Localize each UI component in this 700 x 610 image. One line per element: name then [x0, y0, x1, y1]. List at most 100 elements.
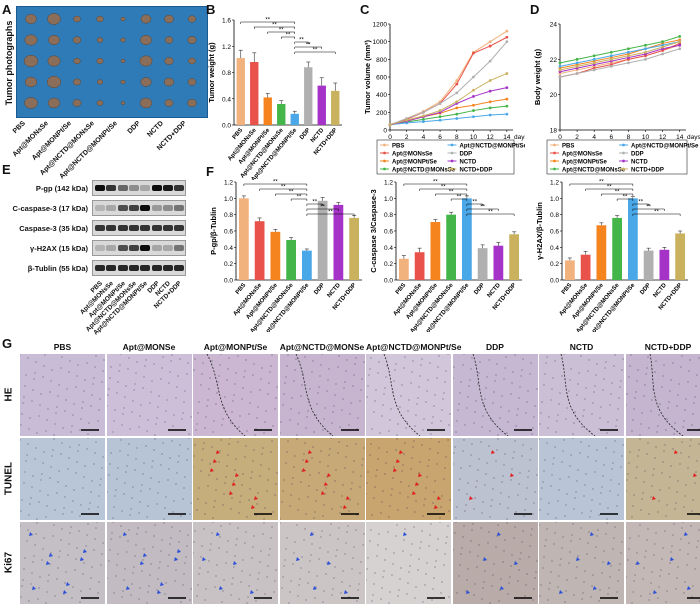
legend-entry: PBS	[392, 143, 404, 149]
tissue-speckle	[644, 373, 647, 375]
tissue-speckle	[533, 577, 536, 579]
apoptosis-marker	[229, 491, 233, 495]
tissue-speckle	[222, 590, 224, 592]
tissue-speckle	[204, 513, 206, 515]
tissue-speckle	[439, 522, 441, 523]
tissue-speckle	[333, 566, 336, 568]
sig-label: **	[488, 210, 493, 216]
tissue-speckle	[50, 380, 52, 382]
tissue-speckle	[469, 454, 472, 456]
tissue-speckle	[107, 388, 110, 390]
tissue-speckle	[614, 354, 616, 356]
tissue-speckle	[228, 357, 230, 359]
tissue-speckle	[368, 374, 370, 376]
tissue-speckle	[263, 522, 265, 524]
tissue-speckle	[476, 383, 479, 385]
tissue-speckle	[31, 400, 33, 402]
tissue-speckle	[566, 579, 568, 581]
tissue-speckle	[532, 502, 535, 504]
tissue-speckle	[542, 481, 544, 483]
blot-band	[117, 265, 128, 271]
tissue-speckle	[642, 395, 645, 397]
tissue-speckle	[612, 548, 614, 550]
tissue-speckle	[639, 595, 642, 597]
tissue-speckle	[607, 507, 609, 509]
y-tick-label: 0.0	[550, 278, 559, 285]
tissue-speckle	[50, 552, 52, 554]
tissue-speckle	[108, 377, 111, 379]
tissue-speckle	[644, 550, 647, 552]
tissue-speckle	[682, 420, 685, 422]
tissue-speckle	[27, 357, 29, 359]
tissue-speckle	[371, 514, 373, 516]
tissue-speckle	[318, 547, 321, 549]
tissue-speckle	[21, 499, 23, 501]
tissue-speckle	[481, 415, 484, 417]
data-point	[609, 57, 613, 61]
tissue-speckle	[126, 368, 129, 370]
tissue-speckle	[122, 407, 125, 409]
tissue-speckle	[146, 505, 149, 507]
tissue-speckle	[356, 503, 359, 505]
tissue-speckle	[428, 545, 430, 547]
tissue-speckle	[695, 460, 698, 462]
tissue-speckle	[437, 538, 439, 540]
series-line	[559, 39, 680, 69]
tissue-speckle	[400, 567, 402, 569]
tissue-speckle	[30, 583, 32, 585]
tissue-speckle	[241, 398, 243, 400]
tissue-speckle	[301, 459, 304, 461]
tissue-speckle	[344, 370, 347, 372]
tissue-speckle	[544, 373, 546, 375]
tissue-speckle	[303, 442, 306, 444]
tissue-speckle	[289, 494, 292, 496]
tissue-speckle	[595, 460, 597, 462]
tissue-speckle	[393, 466, 395, 468]
tissue-speckle	[592, 574, 594, 576]
tissue-speckle	[267, 565, 269, 567]
tissue-speckle	[57, 481, 59, 483]
tissue-speckle	[396, 438, 398, 440]
tissue-speckle	[418, 558, 420, 560]
proliferation-marker	[159, 582, 164, 586]
data-point	[627, 61, 630, 65]
tissue-speckle	[292, 466, 295, 468]
tissue-speckle	[213, 506, 215, 508]
tissue-speckle	[77, 364, 79, 366]
tissue-speckle	[675, 405, 678, 407]
apoptosis-marker	[692, 473, 697, 477]
apoptosis-marker	[320, 491, 325, 495]
tissue-speckle	[457, 489, 460, 491]
tissue-speckle	[251, 557, 253, 559]
tissue-speckle	[433, 405, 435, 407]
tissue-speckle	[157, 395, 160, 397]
tissue-speckle	[289, 580, 292, 582]
tissue-speckle	[107, 560, 110, 562]
tissue-speckle	[79, 601, 81, 603]
tissue-speckle	[261, 367, 263, 369]
histology-image	[539, 438, 624, 520]
tissue-speckle	[311, 360, 314, 362]
tissue-speckle	[214, 500, 216, 502]
data-point	[678, 40, 682, 44]
tissue-speckle	[127, 357, 130, 359]
tissue-speckle	[444, 381, 446, 383]
tissue-speckle	[668, 562, 671, 564]
tissue-speckle	[585, 473, 587, 475]
tissue-speckle	[490, 585, 493, 587]
tissue-speckle	[139, 490, 142, 492]
tissue-speckle	[281, 490, 284, 492]
tissue-speckle	[266, 490, 268, 492]
tissue-speckle	[304, 599, 307, 601]
tissue-speckle	[21, 413, 23, 415]
tissue-speckle	[235, 544, 237, 546]
tissue-speckle	[686, 467, 689, 469]
tissue-speckle	[315, 403, 318, 405]
tissue-speckle	[83, 476, 85, 478]
proliferation-marker	[156, 590, 161, 594]
tissue-speckle	[610, 393, 612, 395]
tissue-speckle	[143, 365, 146, 367]
tissue-speckle	[271, 526, 273, 528]
tissue-speckle	[148, 488, 151, 490]
tissue-speckle	[345, 445, 348, 447]
